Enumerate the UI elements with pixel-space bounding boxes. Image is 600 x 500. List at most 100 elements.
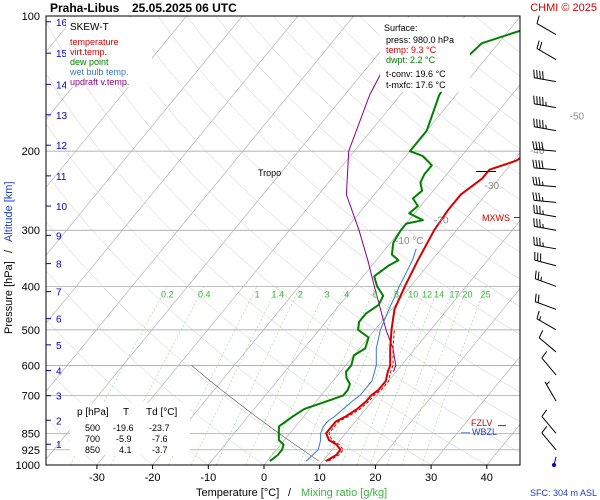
wind-barb-feather: [542, 71, 544, 80]
wind-barb-feather: [541, 160, 544, 169]
altitude-tick-label: 5: [56, 341, 62, 352]
wind-barb-feather: [533, 236, 535, 246]
wind-barb-staff: [534, 259, 557, 267]
wind-barb-staff: [544, 381, 557, 402]
isotherm-label: -10 °C: [395, 236, 423, 247]
dry-adiabat: [215, 16, 520, 280]
isotherm-line: [375, 288, 520, 465]
mixing-ratio-label: 0.2: [161, 289, 174, 299]
wind-barb-feather: [535, 141, 538, 150]
wind-barb-feather: [536, 40, 540, 49]
wind-barb: [532, 176, 557, 188]
pressure-tick-label: 200: [22, 146, 40, 158]
mixing-ratio-label: 3: [325, 289, 330, 299]
wind-barb-feather: [536, 96, 538, 105]
series-wet-bulb-temp: [305, 248, 417, 462]
wind-barb-feather: [534, 293, 537, 302]
wind-barb-feather: [537, 271, 540, 280]
sounding-series: [191, 29, 520, 462]
table-cell: -23.7: [149, 423, 170, 433]
wind-barb-feather: [538, 177, 541, 186]
legend-item: dew point: [70, 57, 109, 67]
mixing-ratio-line: [168, 286, 258, 465]
wind-barb: [533, 204, 557, 218]
mixing-ratio-label: 14: [434, 289, 444, 299]
isotherm-line: [319, 220, 520, 465]
wind-barb-staff: [536, 23, 557, 36]
surface-marker: [552, 463, 556, 467]
wind-barb-feather: [533, 204, 535, 213]
x-axis-title: Temperature [°C] / Mixing ratio [g/kg]: [196, 487, 387, 499]
legend: SKEW-T temperature virt.temp. dew point …: [66, 17, 152, 87]
wind-barb-feather: [539, 70, 541, 79]
isotherm-line: [46, 16, 243, 256]
mixing-ratio-label: 10: [408, 289, 418, 299]
mixing-ratio-line: [215, 286, 301, 465]
x-tick-label: -20: [145, 472, 161, 484]
wind-barb-feather: [536, 70, 538, 79]
wind-barb: [532, 192, 557, 203]
wind-barb: [533, 69, 557, 83]
surface-temp: temp: 9.3 °C: [386, 45, 437, 55]
wind-barb-feather: [541, 409, 548, 417]
wind-barbs: [532, 15, 557, 467]
mixing-ratio-lines: [69, 286, 486, 465]
wind-barb-half-feather: [546, 381, 550, 385]
wind-barb-feather: [538, 192, 541, 202]
mixing-ratio-label: 0.4: [198, 289, 211, 299]
mixing-ratio-label: 8: [394, 289, 399, 299]
pressure-tick-label: 1000: [16, 460, 40, 472]
wet-bulb-zero-label: WBZL: [472, 427, 497, 437]
mixing-ratio-label: 17: [449, 289, 459, 299]
wind-barb-feather: [539, 96, 541, 105]
wind-barb-feather: [535, 159, 538, 169]
altitude-tick-label: 12: [56, 141, 68, 152]
series-dew-point: [269, 29, 520, 462]
wind-barb-staff: [534, 199, 557, 203]
dry-adiabat: [128, 16, 520, 364]
table-cell: -7.6: [152, 434, 168, 444]
wind-barb-feather: [541, 141, 544, 151]
wind-barb-feather: [533, 118, 535, 127]
table-cell: -19.6: [113, 423, 134, 433]
isotherm-label: -50: [570, 111, 585, 122]
x-axis-temp-label: Temperature [°C]: [196, 487, 279, 499]
altitude-tick-label: 8: [56, 260, 62, 271]
wind-barb-staff: [536, 48, 557, 60]
mixing-ratio-line: [421, 286, 486, 465]
pressure-tick-label: 700: [22, 390, 40, 402]
isotherm-line: [430, 356, 520, 465]
wind-barb: [536, 310, 557, 331]
wind-barb: [538, 330, 557, 353]
x-tick-label: 0: [261, 472, 267, 484]
wind-barb-feather: [536, 310, 540, 319]
dry-adiabat: [46, 221, 320, 465]
wind-barb-staff: [541, 357, 557, 376]
dry-adiabat: [46, 21, 520, 453]
wind-barb: [533, 95, 557, 109]
wind-barb-feather: [533, 69, 535, 78]
table-header: Td [°C]: [146, 407, 177, 418]
pressure-tick-label: 400: [22, 281, 40, 293]
surface-tconv: t-conv: 19.6 °C: [386, 69, 446, 79]
wind-barb: [533, 218, 557, 231]
wind-barb-feather: [538, 160, 541, 169]
mixing-ratio-line: [356, 286, 428, 465]
altitude-tick-label: 7: [56, 288, 62, 299]
mixing-ratio-line: [369, 286, 440, 465]
dry-adiabat: [46, 73, 487, 465]
wind-barb-feather: [541, 351, 548, 359]
wind-barb-staff: [541, 432, 557, 451]
wind-barb: [541, 409, 557, 434]
altitude-tick-label: 13: [56, 111, 68, 122]
legend-item: wet bulb temp.: [69, 67, 129, 77]
wind-barb-staff: [534, 148, 557, 152]
wind-barb-feather: [539, 119, 541, 128]
altitude-tick-label: 1: [56, 440, 62, 451]
x-tick-label: 40: [481, 472, 493, 484]
wind-barb-feather: [533, 218, 535, 227]
mixing-ratio-line: [386, 286, 455, 465]
mixing-ratio-label: 20: [462, 289, 472, 299]
surface-press: press: 980.0 hPa: [386, 35, 454, 45]
table-cell: 4.1: [119, 445, 132, 455]
